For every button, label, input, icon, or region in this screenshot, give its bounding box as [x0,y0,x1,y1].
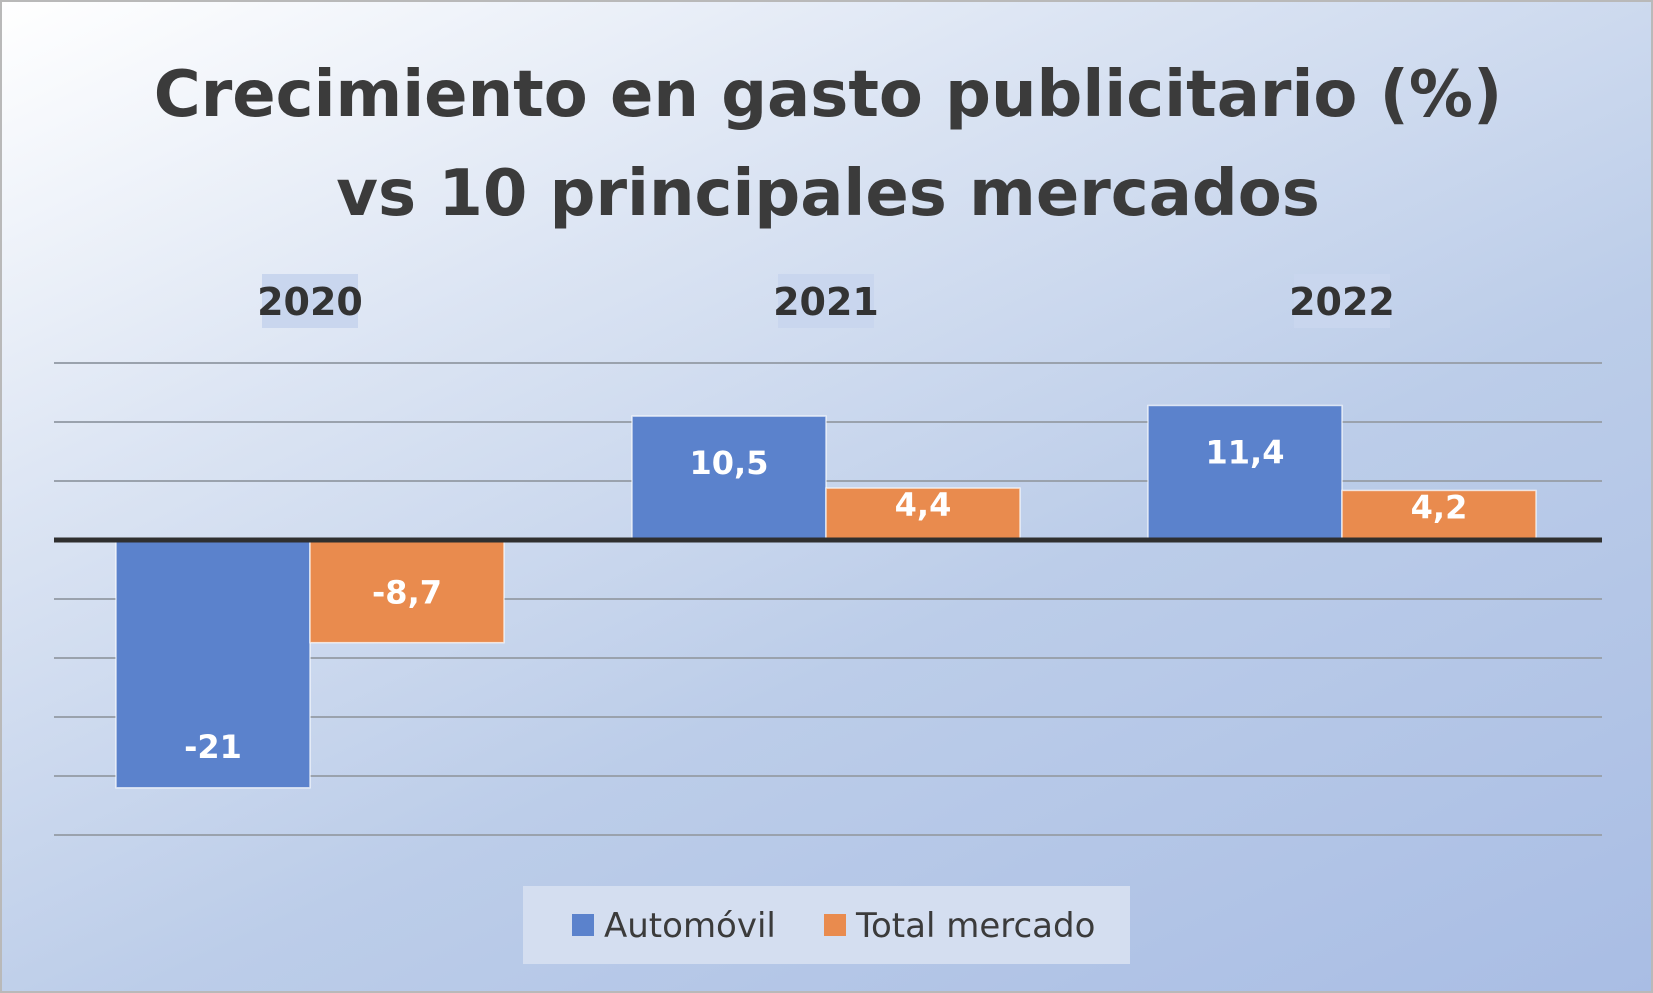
data-labels: -21 -8,7 10,5 4,4 11,4 4,2 [184,433,1467,765]
category-label-2020: 2020 [257,274,363,328]
category-label-background [262,274,358,328]
bar-total-mercado-2020 [309,539,505,644]
legend-swatch-total-mercado [824,914,846,936]
data-label: 4,2 [1411,488,1468,526]
legend: Automóvil Total mercado [523,886,1130,964]
data-label: 10,5 [690,444,769,482]
data-label: 4,4 [895,486,952,524]
data-label: -21 [184,728,242,766]
category-label-text: 2021 [773,280,879,324]
bar-automóvil-2020 [115,539,311,789]
legend-swatch-automovil [572,914,594,936]
data-label: 11,4 [1206,433,1285,471]
bar-automóvil-2021 [631,415,827,541]
legend-label-total-mercado: Total mercado [855,906,1095,946]
bar-total-mercado-2022 [1341,489,1537,541]
chart-title-line-2: vs 10 principales mercados [336,157,1320,231]
category-label-background [778,274,874,328]
legend-label-automovil: Automóvil [604,906,776,946]
category-label-2021: 2021 [773,274,879,328]
category-label-background [1294,274,1390,328]
category-label-2022: 2022 [1289,274,1395,328]
bars [115,404,1537,789]
chart-title-line-1: Crecimiento en gasto publicitario (%) [154,58,1503,132]
category-labels: 2020 2021 2022 [257,274,1395,328]
data-label: -8,7 [372,573,442,611]
bar-automóvil-2022 [1147,404,1343,541]
bar-total-mercado-2021 [825,487,1021,541]
category-label-text: 2022 [1289,280,1395,324]
category-label-text: 2020 [257,280,363,324]
